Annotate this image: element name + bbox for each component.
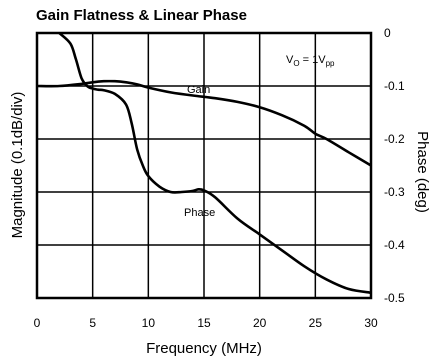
x-axis-label: Frequency (MHz): [146, 340, 262, 357]
x-tick-label-6: 30: [364, 316, 378, 330]
x-tick-label-2: 10: [142, 316, 156, 330]
series-line-phase: [58, 32, 372, 294]
right-axis-label: Phase (deg): [414, 131, 431, 213]
chart-title: Gain Flatness & Linear Phase: [36, 7, 247, 24]
x-tick-label-1: 5: [89, 316, 96, 330]
right-tick-label-2: -0.2: [384, 132, 405, 146]
x-tick-label-4: 20: [253, 316, 267, 330]
phase-label: Phase: [184, 207, 215, 219]
x-tick-label-5: 25: [309, 316, 323, 330]
right-tick-labels: 0 -0.1 -0.2 -0.3 -0.4 -0.5: [384, 26, 405, 305]
series-lines: [36, 32, 372, 294]
right-tick-label-4: -0.4: [384, 238, 405, 252]
right-tick-label-1: -0.1: [384, 79, 405, 93]
x-tick-label-3: 15: [197, 316, 211, 330]
left-axis-label: Magnitude (0.1dB/div): [9, 92, 26, 239]
gain-label: Gain: [187, 84, 210, 96]
series-line-gain: [36, 79, 372, 167]
right-tick-label-3: -0.3: [384, 185, 405, 199]
x-tick-labels: 0 5 10 15 20 25 30: [34, 316, 378, 330]
voltage-annotation: VO = 1Vpp: [286, 54, 335, 68]
right-tick-label-0: 0: [384, 26, 391, 40]
right-tick-label-5: -0.5: [384, 291, 405, 305]
x-tick-label-0: 0: [34, 316, 41, 330]
grid: [36, 32, 372, 299]
